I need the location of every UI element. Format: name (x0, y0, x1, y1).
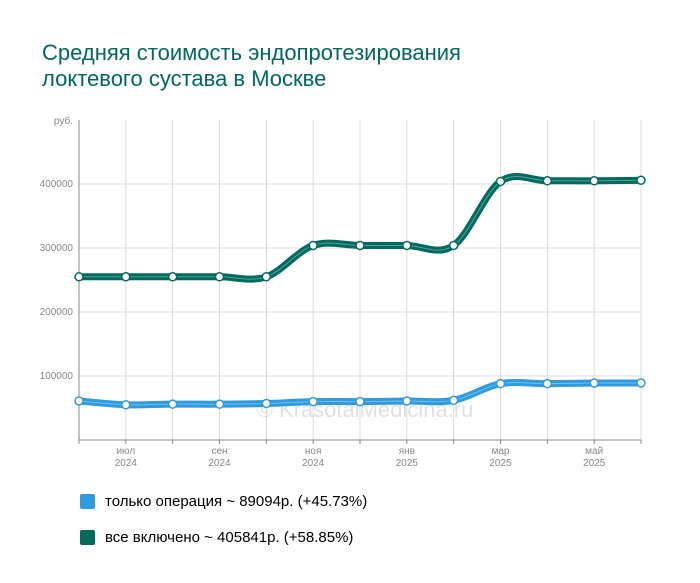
legend-swatch-surgery (80, 493, 95, 509)
x-tick-label-month: мар (492, 446, 510, 457)
x-tick-label-month: май (585, 446, 603, 457)
y-tick-label: 200000 (40, 307, 74, 318)
data-point-1 (121, 272, 131, 282)
x-tick-label-year: 2024 (302, 458, 325, 469)
data-point-0 (495, 378, 506, 389)
legend-label-all-inclusive: все включено ~ 405841р. (+58.85%) (105, 528, 354, 546)
data-point-1 (402, 240, 412, 251)
data-point-1 (167, 272, 178, 282)
data-point-1 (636, 175, 646, 186)
data-point-0 (167, 399, 178, 409)
data-point-1 (542, 176, 553, 186)
y-tick-label: 400000 (40, 179, 74, 190)
x-tick-label-month: июл (116, 446, 135, 457)
data-point-1 (448, 240, 459, 251)
data-point-0 (308, 396, 318, 407)
x-tick-label-year: 2025 (583, 458, 606, 469)
chart-title-line-1: Средняя стоимость эндопротезирования (42, 40, 461, 65)
y-tick-label: 100000 (40, 371, 74, 382)
data-point-1 (74, 272, 84, 282)
data-point-0 (636, 378, 646, 388)
x-tick-label-year: 2025 (396, 458, 419, 469)
legend-item-all-inclusive[interactable]: все включено ~ 405841р. (+58.85%) (80, 526, 367, 548)
data-point-1 (589, 176, 599, 186)
data-point-1 (355, 240, 365, 251)
data-point-1 (261, 272, 272, 282)
chart-title: Средняя стоимость эндопротезирования лок… (42, 40, 642, 92)
data-point-0 (214, 399, 225, 409)
x-tick-label-month: сен (211, 446, 227, 457)
data-point-0 (261, 398, 272, 409)
chart-title-line-2: локтевого сустава в Москве (42, 66, 327, 91)
chart-legend: только операция ~ 89094р. (+45.73%) все … (80, 490, 367, 562)
data-point-0 (402, 396, 412, 406)
x-tick-label-year: 2025 (489, 458, 512, 469)
legend-swatch-all-inclusive (80, 529, 95, 545)
legend-label-surgery: только операция ~ 89094р. (+45.73%) (105, 492, 368, 510)
y-tick-label: 300000 (40, 243, 74, 254)
data-point-0 (448, 395, 459, 406)
data-point-0 (121, 400, 131, 410)
data-point-1 (214, 272, 225, 282)
legend-item-surgery[interactable]: только операция ~ 89094р. (+45.73%) (80, 490, 367, 512)
data-point-0 (355, 396, 365, 407)
x-tick-label-month: ноя (305, 446, 322, 457)
data-point-0 (74, 396, 84, 406)
x-tick-label-year: 2024 (115, 458, 138, 469)
x-tick-label-month: янв (399, 446, 415, 457)
data-point-0 (589, 378, 599, 388)
x-tick-label-year: 2024 (208, 458, 231, 469)
data-point-1 (308, 240, 318, 251)
data-point-1 (495, 176, 506, 187)
y-unit-label: руб. (54, 115, 73, 127)
data-point-0 (542, 378, 553, 389)
